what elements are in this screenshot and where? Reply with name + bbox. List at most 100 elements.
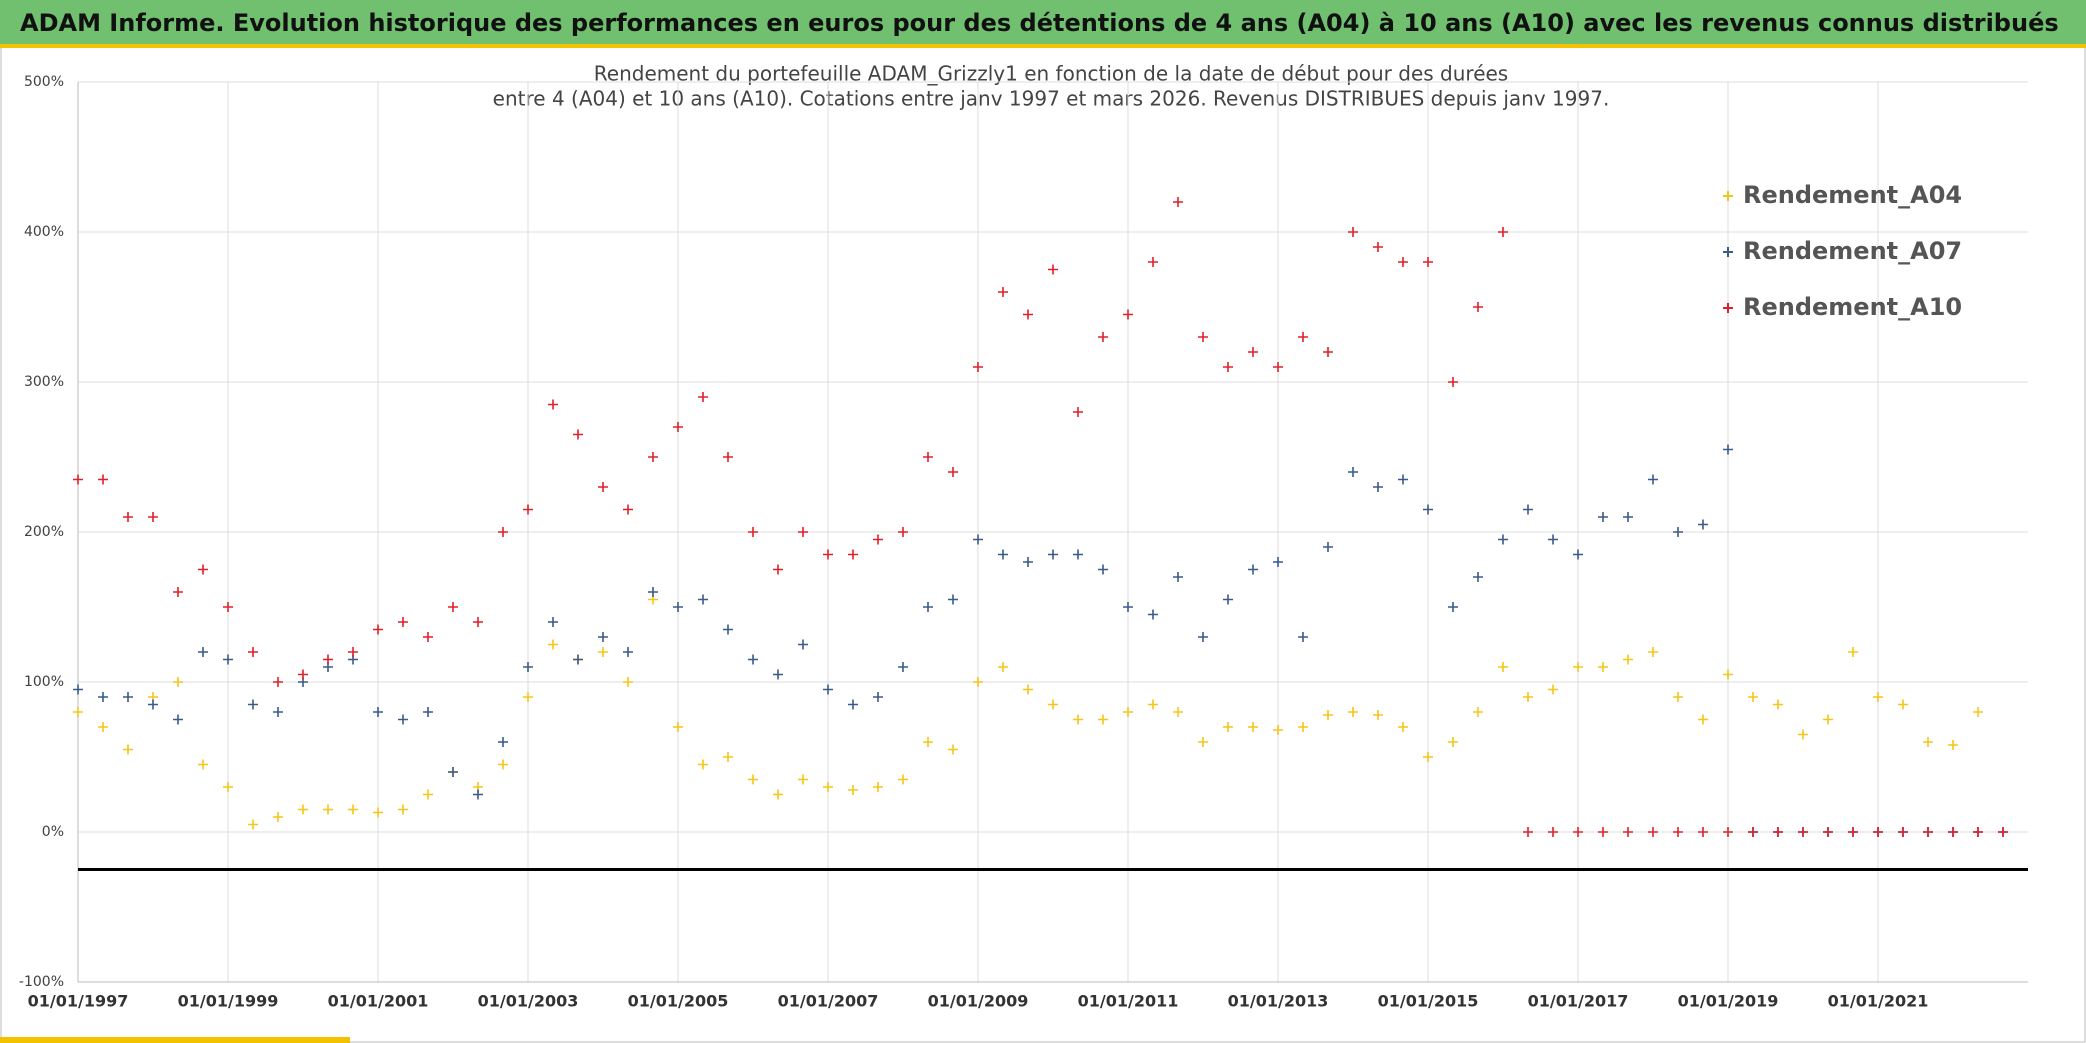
data-point: [798, 774, 808, 785]
data-point: [323, 804, 333, 815]
data-point: [1873, 692, 1883, 702]
data-point: [1923, 827, 1933, 837]
data-point: [1773, 699, 1783, 710]
data-point: [1348, 467, 1358, 477]
data-point: [248, 819, 258, 830]
data-point: [998, 287, 1008, 297]
data-point: [373, 624, 383, 635]
data-point: [1598, 512, 1608, 522]
x-tick-label: 01/01/2015: [1378, 992, 1479, 1011]
x-tick-label: 01/01/2019: [1678, 992, 1779, 1011]
legend-label: Rendement_A04: [1743, 181, 1962, 209]
data-point: [1598, 827, 1608, 837]
data-point: [373, 707, 383, 717]
data-point: [1723, 669, 1733, 680]
data-point: [1423, 504, 1433, 515]
data-point: [498, 759, 508, 770]
data-point: [1198, 632, 1208, 642]
data-point: [898, 774, 908, 785]
data-point: [1898, 699, 1908, 710]
data-point: [498, 737, 508, 747]
data-point: [1848, 827, 1858, 837]
data-point: [248, 699, 258, 710]
y-tick-label: 100%: [24, 674, 64, 690]
data-point: [1023, 684, 1033, 695]
data-point: [98, 722, 108, 732]
data-point: [1323, 542, 1333, 552]
data-point: [198, 647, 208, 657]
data-point: [273, 812, 283, 822]
data-point: [1573, 827, 1583, 837]
data-point: [423, 707, 433, 717]
data-point: [1073, 714, 1083, 725]
data-point: [923, 602, 933, 612]
data-point: [1673, 692, 1683, 702]
data-point: [423, 789, 433, 800]
data-point: [1173, 572, 1183, 582]
data-point: [923, 452, 933, 462]
data-point: [1273, 725, 1283, 735]
data-point: [1123, 707, 1133, 717]
data-point: [1548, 684, 1558, 695]
data-point: [973, 362, 983, 372]
data-point: [948, 744, 958, 755]
legend-label: Rendement_A07: [1743, 237, 1962, 265]
data-point: [473, 789, 483, 800]
data-point: [1248, 347, 1258, 357]
data-point: [773, 564, 783, 575]
data-point: [773, 789, 783, 800]
x-tick-label: 01/01/2011: [1078, 992, 1179, 1011]
data-point: [623, 504, 633, 515]
data-point: [898, 662, 908, 672]
data-point: [523, 692, 533, 702]
data-point: [398, 617, 408, 627]
data-point: [723, 624, 733, 635]
data-point: [1623, 827, 1633, 837]
data-point: [298, 669, 308, 680]
data-point: [598, 647, 608, 657]
data-point: [1173, 197, 1183, 207]
data-point: [448, 767, 458, 777]
data-point: [1523, 504, 1533, 515]
legend-marker: [1723, 303, 1733, 313]
data-point: [523, 662, 533, 672]
data-point: [1148, 609, 1158, 620]
data-point: [748, 527, 758, 537]
data-point: [948, 594, 958, 605]
data-point: [698, 594, 708, 605]
data-point: [223, 602, 233, 612]
data-point: [748, 654, 758, 665]
data-point: [798, 527, 808, 537]
data-point: [1323, 710, 1333, 720]
data-point: [1948, 827, 1958, 837]
data-point: [1073, 407, 1083, 417]
data-point: [73, 684, 83, 695]
data-point: [1523, 692, 1533, 702]
data-point: [1398, 474, 1408, 485]
data-point: [923, 737, 933, 747]
data-point: [873, 782, 883, 792]
data-point: [98, 474, 108, 485]
data-point: [273, 677, 283, 687]
data-point: [173, 587, 183, 597]
data-point: [1948, 740, 1958, 750]
data-point: [1123, 602, 1133, 612]
data-point: [1648, 647, 1658, 657]
data-point: [98, 692, 108, 702]
data-point: [198, 759, 208, 770]
data-point: [598, 482, 608, 492]
y-tick-label: 400%: [24, 224, 64, 240]
data-point: [998, 662, 1008, 672]
data-point: [1048, 549, 1058, 560]
data-point: [1698, 827, 1708, 837]
data-point: [73, 474, 83, 485]
data-point: [723, 452, 733, 462]
data-point: [1548, 827, 1558, 837]
data-point: [498, 527, 508, 537]
data-point: [1698, 714, 1708, 725]
data-point: [1998, 827, 2008, 837]
data-point: [173, 677, 183, 687]
header: ADAM Informe. Evolution historique des p…: [0, 0, 2086, 48]
data-point: [573, 654, 583, 665]
